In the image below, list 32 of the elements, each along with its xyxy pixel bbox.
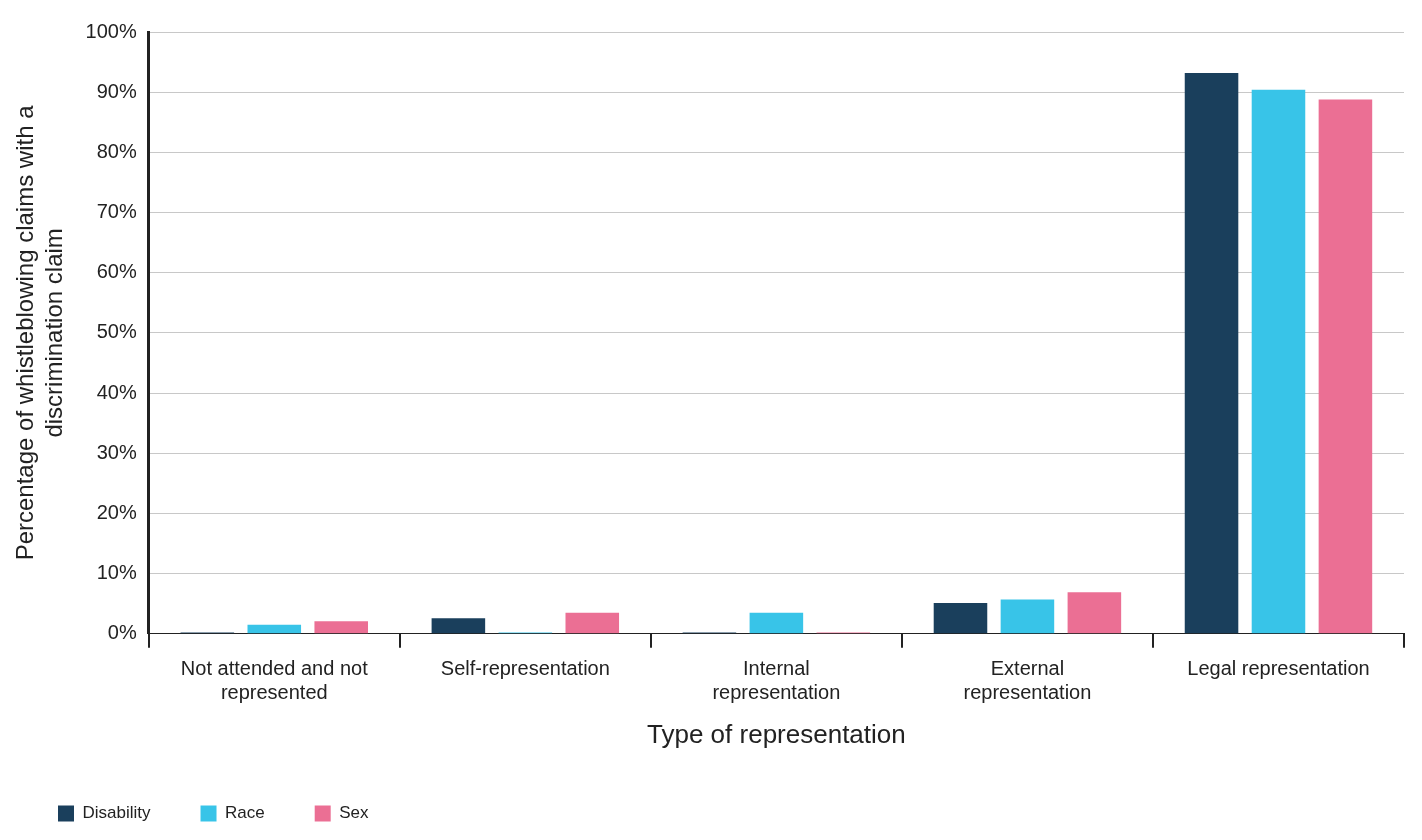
x-tick-label: Internal representation [712, 657, 841, 704]
x-tick-label: External representation [963, 657, 1092, 704]
legend-label: Race [225, 803, 265, 823]
x-tick-label: Not attended and not represented [180, 657, 369, 704]
y-tick-label: 100% [85, 19, 137, 42]
y-tick-label: 90% [96, 79, 137, 102]
bar [1067, 592, 1122, 634]
bar [1318, 99, 1373, 634]
x-tick-label: Legal representation [1187, 657, 1370, 680]
y-tick-label: 20% [96, 500, 137, 523]
y-tick-label: 70% [96, 200, 137, 223]
y-tick-label: 40% [96, 380, 137, 403]
y-tick-label: 10% [96, 561, 137, 584]
bar [565, 612, 620, 634]
bar [431, 618, 486, 634]
y-tick-label: 80% [96, 139, 137, 162]
legend-label: Disability [82, 803, 152, 823]
bar [1000, 599, 1055, 634]
x-tick-label: Self-representation [440, 657, 610, 680]
x-axis-title: Type of representation [647, 718, 906, 749]
y-axis-title: Percentage of whistleblowing claims with a discrimination claim [11, 104, 67, 561]
y-tick-label: 0% [107, 621, 137, 644]
bar [1251, 89, 1306, 634]
bar [247, 624, 302, 634]
y-tick-label: 50% [96, 320, 137, 343]
bar [314, 621, 368, 634]
y-tick-label: 30% [96, 440, 137, 463]
bar [1184, 72, 1239, 634]
bar [749, 612, 804, 634]
y-tick-label: 60% [96, 260, 137, 283]
legend-label: Sex [339, 803, 369, 823]
bar [933, 603, 988, 634]
